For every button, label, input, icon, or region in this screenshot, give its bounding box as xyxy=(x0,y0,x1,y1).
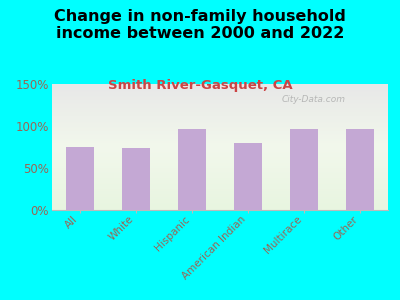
Bar xyxy=(346,128,374,210)
Bar xyxy=(66,147,94,210)
Bar xyxy=(122,148,150,210)
Bar xyxy=(234,143,262,210)
Text: Change in non-family household
income between 2000 and 2022: Change in non-family household income be… xyxy=(54,9,346,41)
Text: Smith River-Gasquet, CA: Smith River-Gasquet, CA xyxy=(108,80,292,92)
Text: City-Data.com: City-Data.com xyxy=(282,94,346,103)
Bar xyxy=(290,128,318,210)
Bar xyxy=(178,128,206,210)
